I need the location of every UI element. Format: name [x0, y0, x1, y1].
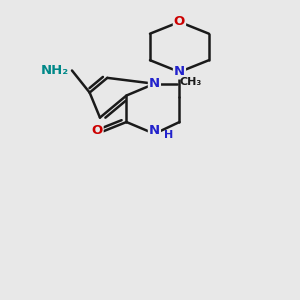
Text: H: H — [164, 130, 173, 140]
Text: N: N — [174, 65, 185, 79]
Text: CH₃: CH₃ — [179, 77, 202, 87]
Text: N: N — [149, 124, 160, 137]
Text: O: O — [92, 124, 103, 137]
Text: N: N — [149, 77, 160, 90]
Text: O: O — [174, 15, 185, 28]
Text: NH₂: NH₂ — [41, 64, 69, 77]
